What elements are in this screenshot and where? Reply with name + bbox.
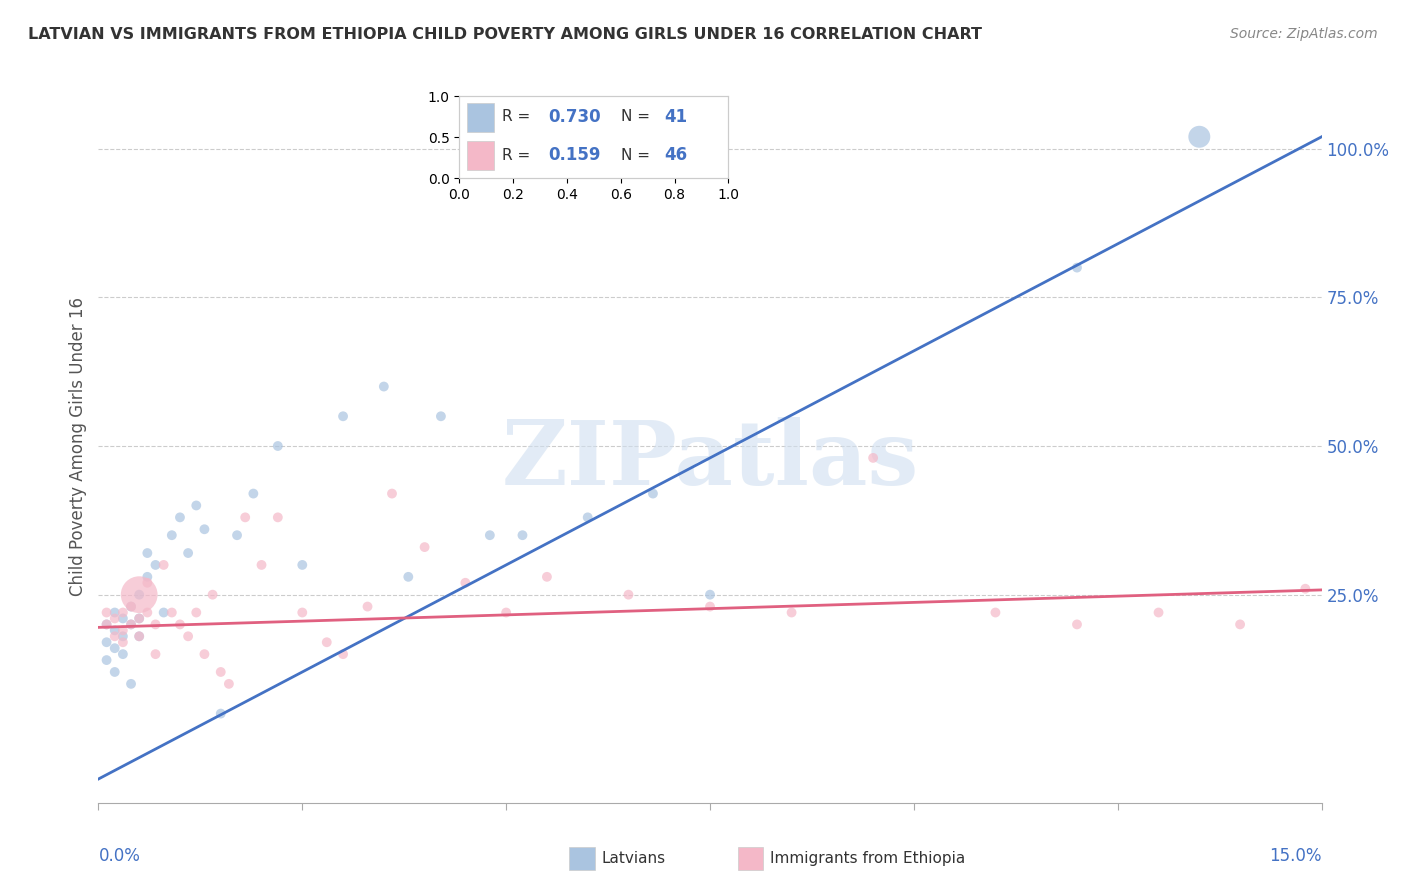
Point (356, 599, 378, 614)
Point (1147, 606, 1170, 620)
Point (1066, 260, 1088, 275)
Point (145, 558, 167, 572)
Point (111, 611, 134, 625)
Point (201, 588, 224, 602)
Point (699, 599, 721, 614)
Point (381, 486, 404, 500)
Point (1188, 129, 1211, 144)
Point (136, 546, 159, 560)
Point (104, 624, 127, 638)
Text: 0.0%: 0.0% (98, 847, 141, 865)
Point (111, 635, 134, 649)
Point (495, 606, 517, 620)
Point (128, 611, 150, 625)
Point (136, 606, 159, 620)
Point (291, 606, 314, 620)
Point (250, 558, 273, 572)
Point (111, 629, 134, 643)
Point (104, 665, 127, 679)
Point (96, 617, 118, 632)
Point (332, 647, 354, 661)
Point (396, 570, 419, 584)
Point (536, 570, 558, 584)
Point (169, 510, 191, 524)
Point (373, 379, 395, 393)
Point (780, 606, 803, 620)
Point (120, 617, 142, 632)
Point (104, 606, 127, 620)
Point (152, 558, 174, 572)
Point (267, 510, 290, 524)
Text: Immigrants from Ethiopia: Immigrants from Ethiopia (770, 852, 966, 866)
Point (145, 647, 167, 661)
Point (120, 599, 142, 614)
Point (226, 528, 249, 542)
Point (193, 522, 215, 536)
Point (186, 499, 208, 513)
Point (177, 546, 200, 560)
Point (862, 450, 884, 465)
Point (136, 575, 159, 590)
Point (315, 635, 337, 649)
Point (120, 599, 142, 614)
Point (120, 617, 142, 632)
Point (233, 510, 256, 524)
Point (454, 575, 477, 590)
Point (128, 588, 150, 602)
Point (512, 528, 534, 542)
Point (104, 629, 127, 643)
Point (128, 611, 150, 625)
Point (413, 540, 436, 554)
Point (1066, 617, 1088, 632)
Y-axis label: Child Poverty Among Girls Under 16: Child Poverty Among Girls Under 16 (69, 296, 87, 596)
Point (128, 629, 150, 643)
Text: Latvians: Latvians (602, 852, 666, 866)
Point (96, 606, 118, 620)
Point (291, 558, 314, 572)
Point (576, 510, 599, 524)
Point (699, 588, 721, 602)
Point (145, 617, 167, 632)
Point (1229, 617, 1251, 632)
Point (193, 647, 215, 661)
Point (478, 528, 501, 542)
Point (242, 486, 264, 500)
Point (209, 706, 232, 721)
Point (267, 439, 290, 453)
Point (160, 528, 183, 542)
Point (430, 409, 453, 424)
Point (104, 641, 127, 656)
Text: Source: ZipAtlas.com: Source: ZipAtlas.com (1230, 27, 1378, 41)
Point (96, 653, 118, 667)
Point (128, 629, 150, 643)
Point (104, 611, 127, 625)
Point (641, 486, 664, 500)
Point (984, 606, 1007, 620)
Point (186, 606, 208, 620)
Point (169, 617, 191, 632)
Point (136, 570, 159, 584)
Point (96, 635, 118, 649)
Point (111, 647, 134, 661)
Point (111, 624, 134, 638)
Point (617, 588, 640, 602)
Text: 15.0%: 15.0% (1270, 847, 1322, 865)
Point (218, 677, 240, 691)
Text: LATVIAN VS IMMIGRANTS FROM ETHIOPIA CHILD POVERTY AMONG GIRLS UNDER 16 CORRELATI: LATVIAN VS IMMIGRANTS FROM ETHIOPIA CHIL… (28, 27, 983, 42)
Point (152, 606, 174, 620)
Point (111, 606, 134, 620)
Point (160, 606, 183, 620)
Point (1294, 582, 1316, 596)
Point (128, 588, 150, 602)
Point (177, 629, 200, 643)
Point (209, 665, 232, 679)
Point (120, 677, 142, 691)
Point (96, 617, 118, 632)
Text: ZIPatlas: ZIPatlas (502, 417, 918, 504)
Point (332, 409, 354, 424)
